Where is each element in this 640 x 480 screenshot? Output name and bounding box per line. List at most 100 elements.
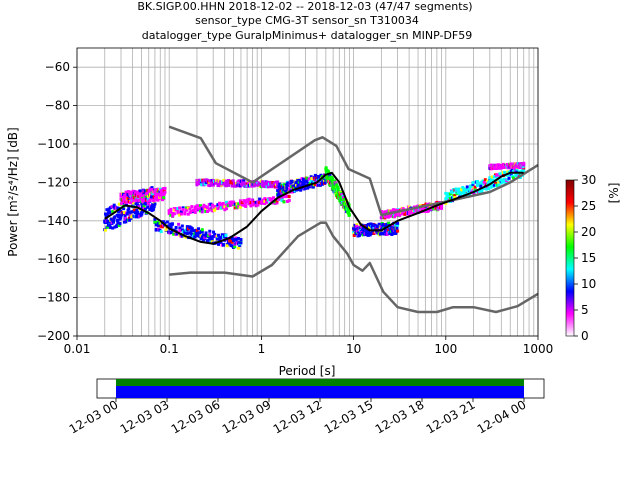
ppsd-density-cell	[174, 226, 178, 230]
ppsd-density-cell	[277, 197, 281, 201]
ppsd-density-cell	[228, 203, 232, 207]
ppsd-density-cell	[249, 204, 253, 208]
y-tick-label: −60	[45, 60, 70, 74]
ppsd-density-cell	[169, 213, 173, 217]
y-tick-label: −200	[37, 329, 70, 343]
ppsd-density-cell	[251, 200, 255, 204]
ppsd-density-cell	[258, 197, 262, 201]
x-axis-label: Period [s]	[279, 364, 336, 378]
ppsd-density-cell	[446, 192, 450, 196]
ppsd-density-cell	[498, 172, 502, 176]
ppsd-density-cell	[270, 197, 274, 201]
ppsd-density-cell	[188, 211, 192, 215]
ppsd-density-cell	[146, 201, 150, 205]
ppsd-density-cell	[169, 210, 173, 214]
ppsd-density-cell	[159, 230, 163, 234]
ppsd-density-cell	[239, 241, 243, 245]
ppsd-density-cell	[187, 231, 191, 235]
ppsd-density-cell	[515, 169, 519, 173]
ppsd-density-cell	[490, 175, 494, 179]
ppsd-density-cell	[498, 173, 502, 177]
ppsd-density-cell	[268, 198, 272, 202]
ppsd-density-cell	[181, 208, 185, 212]
ppsd-density-cell	[236, 246, 240, 250]
ppsd-density-cell	[164, 228, 168, 232]
timeline-tick-label: 12-03 12	[271, 397, 325, 436]
ppsd-density-cell	[153, 190, 157, 194]
ppsd-density-cell	[153, 220, 157, 224]
timeline-tick-label: 12-03 21	[424, 397, 478, 436]
ppsd-density-cell	[212, 205, 216, 209]
ppsd-density-cell	[183, 212, 187, 216]
title-line-1: BK.SIGP.00.HHN 2018-12-02 -- 2018-12-03 …	[137, 0, 472, 13]
ppsd-density-cell	[185, 225, 189, 229]
ppsd-density-cell	[236, 236, 240, 240]
ppsd-density-cell	[249, 200, 253, 204]
x-ticks: 0.01 0.1 1 10 100 1000	[64, 336, 553, 356]
ppsd-density-cell	[383, 229, 387, 233]
ppsd-density-cell	[207, 208, 211, 212]
ppsd-density-cell	[160, 192, 164, 196]
ppsd-density-cell	[245, 198, 249, 202]
ppsd-density-cell	[504, 171, 508, 175]
ppsd-density-cell	[143, 207, 147, 211]
ppsd-density-cell	[318, 183, 322, 187]
ppsd-density-cell	[211, 183, 215, 187]
ppsd-density-cell	[127, 218, 131, 222]
ppsd-density-cell	[197, 207, 201, 211]
ppsd-density-cell	[328, 173, 332, 177]
ppsd-density-cell	[216, 207, 220, 211]
ppsd-density-cell	[287, 198, 291, 202]
ppsd-density-cell	[247, 202, 251, 206]
ppsd-density-cell	[203, 182, 207, 186]
ppsd-density-cell	[178, 213, 182, 217]
ppsd-density-cell	[208, 233, 212, 237]
ppsd-density-cell	[162, 192, 166, 196]
ppsd-density-cell	[352, 230, 356, 234]
ppsd-density-cell	[353, 227, 357, 231]
ppsd-density-cell	[432, 207, 436, 211]
ppsd-density-cell	[200, 230, 204, 234]
ppsd-density-cell	[254, 200, 258, 204]
ppsd-density-cell	[171, 211, 175, 215]
title-line-3: datalogger_type GuralpMinimus+ datalogge…	[142, 29, 473, 42]
ppsd-density-cell	[288, 187, 292, 191]
ppsd-density-cell	[115, 223, 119, 227]
ppsd-density-cell	[368, 225, 372, 229]
x-tick-label: 0.1	[160, 342, 179, 356]
ppsd-density-cell	[339, 200, 343, 204]
ppsd-density-cell	[135, 209, 139, 213]
ppsd-density-cell	[282, 195, 286, 199]
ppsd-density-cell	[471, 188, 475, 192]
ppsd-density-cell	[230, 240, 234, 244]
ppsd-density-cell	[384, 215, 388, 219]
ppsd-density-cell	[190, 227, 194, 231]
ppsd-density-cell	[153, 197, 157, 201]
ppsd-density-cell	[458, 193, 462, 197]
ppsd-density-cell	[142, 204, 146, 208]
ppsd-density-cell	[144, 192, 148, 196]
ppsd-density-cell	[110, 205, 114, 209]
ppsd-density-cell	[278, 182, 282, 186]
ppsd-density-cell	[112, 203, 116, 207]
ppsd-density-cell	[302, 182, 306, 186]
ppsd-density-cell	[141, 210, 145, 214]
ppsd-density-cell	[204, 205, 208, 209]
ppsd-density-cell	[270, 185, 274, 189]
ppsd-density-cell	[256, 200, 260, 204]
ppsd-density-cell	[125, 200, 129, 204]
ppsd-density-cell	[190, 205, 194, 209]
ppsd-density-cell	[426, 209, 430, 213]
ppsd-density-cell	[471, 181, 475, 185]
ppsd-density-cell	[230, 200, 234, 204]
ppsd-density-cell	[176, 211, 180, 215]
ppsd-density-cell	[111, 220, 115, 224]
ppsd-density-cell	[204, 231, 208, 235]
ppsd-density-cell	[276, 189, 280, 193]
ppsd-density-cell	[252, 202, 256, 206]
ppsd-density-cell	[172, 232, 176, 236]
ppsd-density-cell	[200, 183, 204, 187]
ppsd-density-cell	[143, 189, 147, 193]
ppsd-density-cell	[468, 187, 472, 191]
